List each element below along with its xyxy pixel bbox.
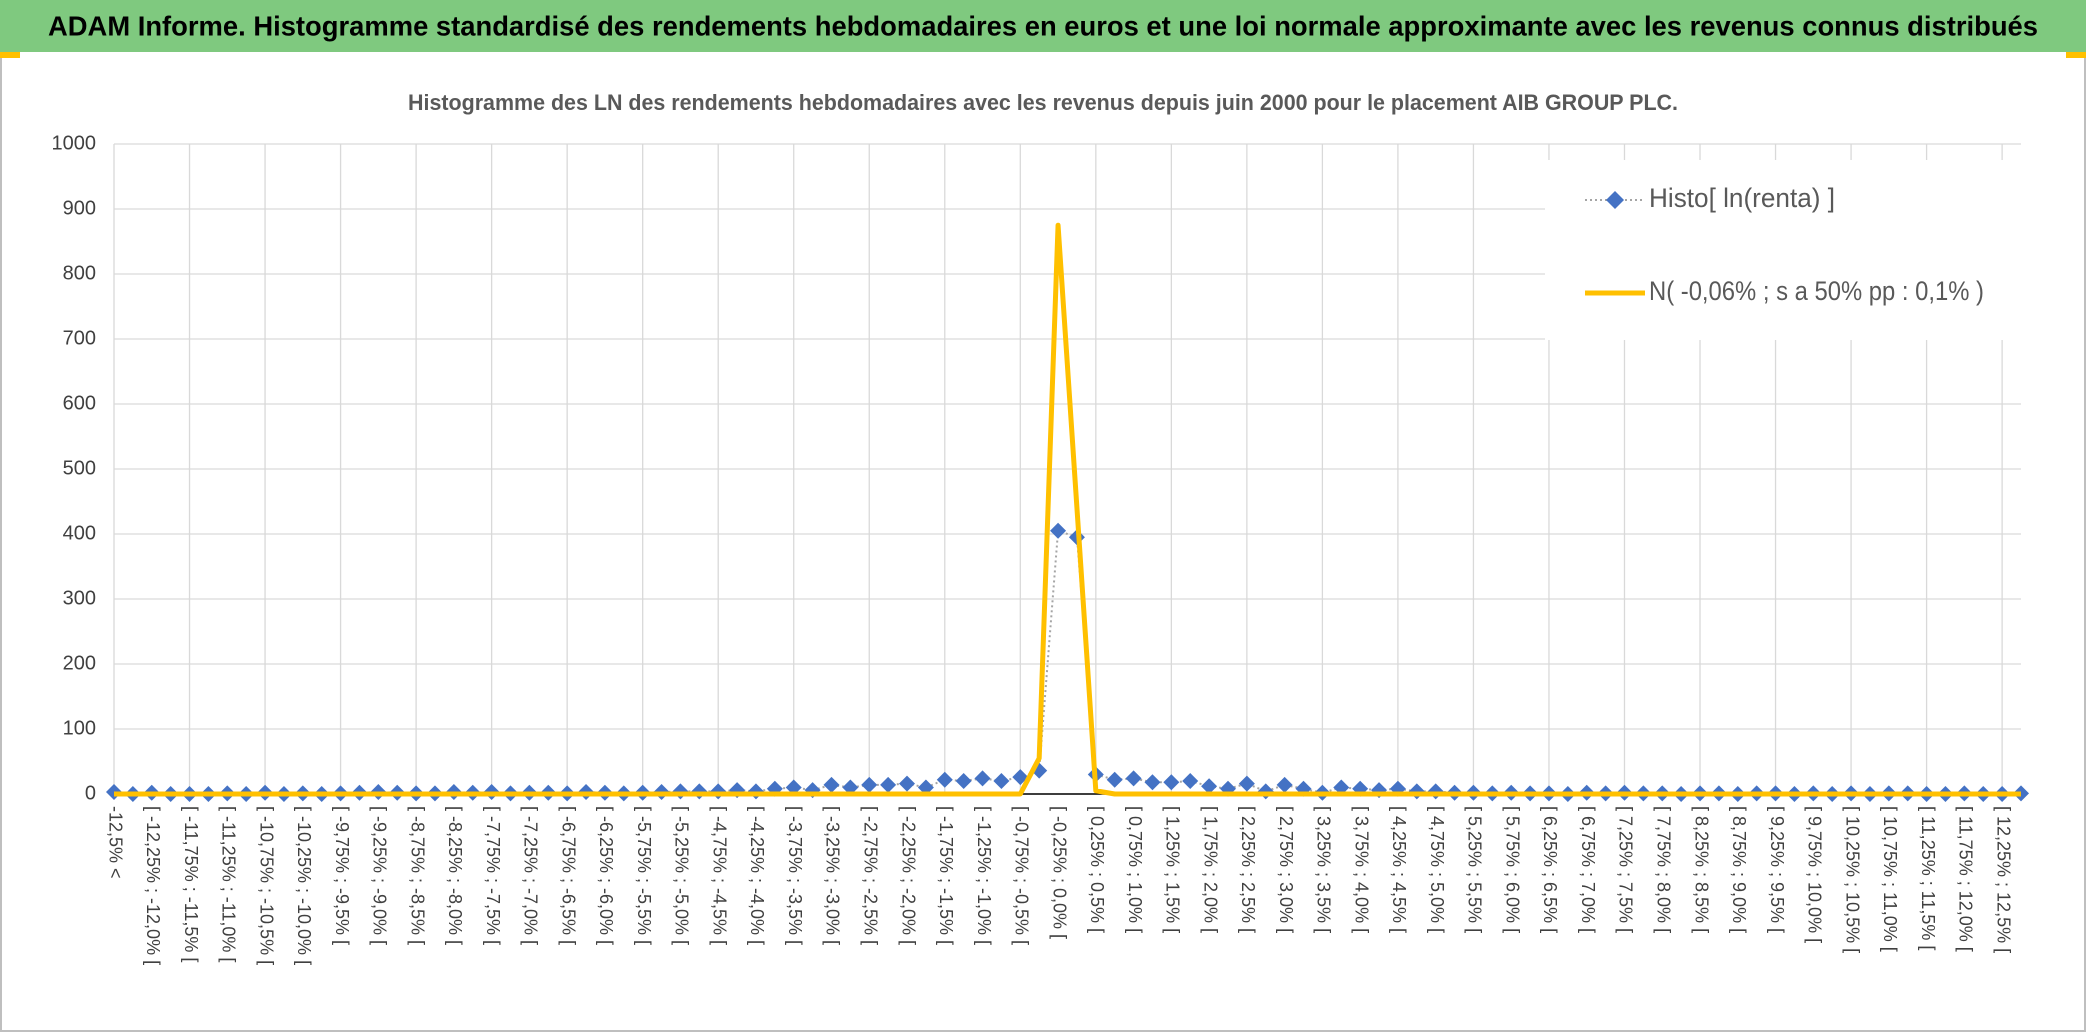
- marker: [861, 776, 878, 793]
- x-tick-label: [ 6,25% ; 6,5% [: [1540, 806, 1560, 933]
- marker: [955, 773, 972, 789]
- x-tick-label: [ -1,25% ; -1,0% [: [974, 806, 994, 945]
- x-tick-label: -12,5% <: [105, 806, 125, 879]
- marker: [1125, 770, 1142, 787]
- x-tick-label: [ -2,75% ; -2,5% [: [860, 806, 880, 945]
- x-tick-label: [ -9,25% ; -9,0% [: [370, 806, 390, 945]
- x-tick-label: [ 1,75% ; 2,0% [: [1200, 806, 1220, 933]
- x-tick-label: [ 9,75% ; 10,0% [: [1805, 806, 1825, 943]
- y-tick-label: 1000: [52, 132, 97, 154]
- x-tick-label: [ 2,75% ; 3,0% [: [1276, 806, 1296, 933]
- marker: [1238, 775, 1255, 792]
- x-tick-label: [ 10,75% ; 11,0% [: [1880, 806, 1900, 952]
- x-tick-label: [ 11,75% ; 12,0% [: [1956, 806, 1976, 952]
- x-tick-label: [ 12,25% ; 12,5% [: [1993, 806, 2013, 953]
- x-tick-label: [ 6,75% ; 7,0% [: [1578, 806, 1598, 933]
- marker: [1144, 774, 1161, 791]
- x-tick-label: [ -11,75% ; -11,5% [: [181, 806, 201, 962]
- x-tick-label: [ 0,25% ; 0,5% [: [1087, 806, 1107, 933]
- page-title: ADAM Informe. Histogramme standardisé de…: [48, 10, 2038, 41]
- x-tick-label: [ 10,25% ; 10,5% [: [1842, 806, 1862, 953]
- x-tick-label: [ 8,75% ; 9,0% [: [1729, 806, 1749, 933]
- marker: [1163, 774, 1180, 791]
- marker: [974, 770, 991, 787]
- x-tick-label: [ -4,25% ; -4,0% [: [747, 806, 767, 945]
- x-tick-label: [ -10,25% ; -10,0% [: [294, 806, 314, 965]
- x-tick-label: [ 4,25% ; 4,5% [: [1389, 806, 1409, 933]
- y-tick-label: 500: [63, 457, 96, 479]
- y-tick-label: 600: [63, 392, 96, 414]
- y-tick-label: 700: [63, 327, 96, 349]
- x-tick-label: [ -2,25% ; -2,0% [: [898, 806, 918, 945]
- x-tick-label: [ -3,75% ; -3,5% [: [785, 806, 805, 945]
- x-tick-label: [ -5,75% ; -5,5% [: [634, 806, 654, 945]
- x-tick-label: [ -0,25% ; 0,0% [: [1049, 806, 1069, 939]
- x-tick-label: [ -6,75% ; -6,5% [: [558, 806, 578, 945]
- marker: [1276, 776, 1293, 793]
- legend-box: [1545, 160, 2021, 340]
- x-tick-label: [ 1,25% ; 1,5% [: [1163, 806, 1183, 933]
- x-tick-label: [ -10,75% ; -10,5% [: [256, 806, 276, 965]
- x-tick-label: [ -4,75% ; -4,5% [: [709, 806, 729, 945]
- marker: [1182, 773, 1199, 789]
- marker: [899, 775, 916, 792]
- marker: [880, 776, 897, 793]
- series-line: [114, 222, 2021, 797]
- x-tick-label: [ -8,25% ; -8,0% [: [445, 806, 465, 945]
- chart-title: Histogramme des LN des rendements hebdom…: [408, 90, 1678, 115]
- corner: [0, 52, 20, 58]
- marker: [1050, 522, 1067, 539]
- marker: [823, 776, 840, 793]
- legend-label: N( -0,06% ; s a 50% pp : 0,1% ): [1649, 276, 1984, 306]
- x-tick-label: [ 7,75% ; 8,0% [: [1654, 806, 1674, 933]
- y-tick-label: 200: [63, 652, 96, 674]
- x-tick-label: [ 3,75% ; 4,0% [: [1351, 806, 1371, 933]
- marker: [1201, 778, 1218, 795]
- x-tick-label: [ -12,25% ; -12,0% [: [143, 806, 163, 965]
- x-tick-label: [ -11,25% ; -11,0% [: [219, 806, 239, 962]
- x-tick-label: [ 2,25% ; 2,5% [: [1238, 806, 1258, 933]
- x-tick-label: [ 7,25% ; 7,5% [: [1616, 806, 1636, 933]
- marker: [936, 771, 953, 788]
- x-tick-label: [ 5,25% ; 5,5% [: [1465, 806, 1485, 933]
- x-tick-label: [ 8,25% ; 8,5% [: [1691, 806, 1711, 933]
- legend-marker: [1606, 191, 1624, 209]
- x-tick-label: [ -7,25% ; -7,0% [: [521, 806, 541, 945]
- x-tick-label: [ -9,75% ; -9,5% [: [332, 806, 352, 945]
- x-tick-label: [ -8,75% ; -8,5% [: [407, 806, 427, 945]
- y-tick-label: 800: [63, 262, 96, 284]
- y-tick-label: 900: [63, 197, 96, 219]
- legend-label: Histo[ ln(renta) ]: [1649, 183, 1835, 213]
- x-tick-label: [ -0,75% ; -0,5% [: [1012, 806, 1032, 945]
- x-tick-label: [ 4,75% ; 5,0% [: [1427, 806, 1447, 933]
- x-tick-label: [ -5,25% ; -5,0% [: [672, 806, 692, 945]
- title-bar: [0, 0, 2086, 52]
- y-tick-label: 300: [63, 587, 96, 609]
- y-tick-label: 0: [85, 782, 96, 804]
- x-tick-label: [ -6,25% ; -6,0% [: [596, 806, 616, 945]
- marker: [1106, 771, 1123, 788]
- x-tick-label: [ 0,75% ; 1,0% [: [1125, 806, 1145, 933]
- series-line: [113, 529, 2022, 796]
- x-tick-label: [ -7,75% ; -7,5% [: [483, 806, 503, 945]
- x-tick-label: [ 5,75% ; 6,0% [: [1502, 806, 1522, 933]
- x-tick-label: [ 9,25% ; 9,5% [: [1767, 806, 1787, 933]
- y-tick-label: 100: [63, 717, 96, 739]
- x-tick-label: [ 3,25% ; 3,5% [: [1314, 806, 1334, 933]
- marker: [993, 773, 1010, 789]
- x-tick-label: [ -1,75% ; -1,5% [: [936, 806, 956, 945]
- x-tick-label: [ 11,25% ; 11,5% [: [1918, 806, 1938, 950]
- y-tick-label: 400: [63, 522, 96, 544]
- x-tick-label: [ -3,25% ; -3,0% [: [823, 806, 843, 945]
- corner: [2066, 52, 2086, 58]
